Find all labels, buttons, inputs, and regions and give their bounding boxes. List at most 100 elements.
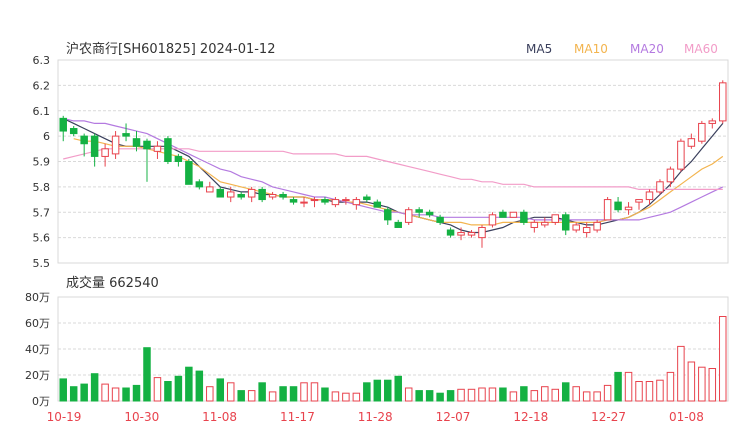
- volume-bar: [143, 347, 151, 402]
- volume-bar: [645, 381, 654, 402]
- chart-title: 沪农商行[SH601825] 2024-01-12: [66, 41, 275, 57]
- volume-bar: [530, 390, 539, 402]
- volume-bar: [289, 386, 298, 402]
- volume-tick-label: 0万: [32, 395, 50, 408]
- candle: [101, 143, 109, 167]
- candle: [467, 230, 476, 238]
- candle: [111, 131, 120, 159]
- ma-line-ma5: [62, 117, 724, 234]
- candle: [237, 191, 245, 200]
- candle: [593, 219, 601, 233]
- candle-body: [373, 201, 382, 208]
- volume-bar: [132, 384, 141, 402]
- candle: [206, 181, 214, 193]
- candle-body: [352, 199, 361, 206]
- candle: [122, 123, 130, 142]
- candle-body: [719, 82, 727, 122]
- volume-bar: [582, 391, 591, 402]
- candle-body: [415, 209, 423, 213]
- candle-body: [101, 148, 109, 157]
- volume-tick-label: 80万: [25, 291, 50, 304]
- candle: [185, 158, 193, 185]
- volume-bar: [656, 379, 664, 402]
- candle-body: [666, 168, 675, 183]
- volume-bar: [321, 387, 329, 402]
- candle-body: [698, 122, 706, 142]
- price-tick-label: 5.8: [33, 181, 51, 194]
- candle: [258, 186, 266, 203]
- x-tick-label: 10-19: [47, 410, 82, 424]
- candle-body: [237, 193, 245, 198]
- volume-bar: [457, 388, 465, 402]
- candle-body: [153, 145, 162, 152]
- volume-frame: [57, 296, 729, 402]
- candle-body: [206, 186, 214, 193]
- volume-y-axis: 80万 60万 40万 20万 0万: [25, 291, 50, 408]
- volume-title: 成交量 662540: [66, 275, 159, 291]
- candle: [69, 125, 78, 137]
- price-tick-label: 5.6: [33, 232, 51, 245]
- x-tick-label: 12-07: [436, 410, 471, 424]
- volume-bar: [69, 386, 78, 402]
- volume-bar: [551, 388, 560, 402]
- volume-tick-label: 60万: [25, 317, 50, 330]
- candle-body: [90, 135, 99, 157]
- candle: [635, 199, 643, 210]
- volume-bar: [153, 377, 162, 402]
- volume-bar: [59, 378, 67, 402]
- volume-bar: [384, 379, 392, 402]
- volume-bar: [237, 390, 245, 402]
- volume-bar: [373, 379, 382, 402]
- candle: [603, 197, 612, 221]
- volume-bar: [122, 387, 130, 402]
- candle: [247, 186, 256, 203]
- x-axis: 10-19 10-30 11-08 11-17 11-28 12-07 12-18 12-27…: [47, 410, 704, 424]
- price-y-axis: 6.3 6.2 6.1 6 5.9 5.8 5.7 5.6 5.5: [33, 54, 51, 270]
- volume-bar: [561, 382, 570, 402]
- volume-bar: [80, 383, 88, 402]
- volume-tick-label: 40万: [25, 343, 50, 356]
- legend-ma5: MA5: [526, 42, 552, 56]
- volume-bar: [541, 386, 549, 402]
- legend: MA5 MA10 MA20 MA60: [526, 42, 718, 56]
- legend-ma10: MA10: [574, 42, 608, 56]
- volume-bar: [300, 382, 308, 402]
- candle-body: [541, 221, 549, 226]
- candle-body: [645, 191, 654, 201]
- candle-body: [488, 214, 497, 226]
- volume-bar: [446, 390, 455, 402]
- candle: [321, 197, 329, 205]
- x-tick-label: 11-17: [280, 410, 315, 424]
- candle-body: [310, 199, 319, 202]
- candle-body: [247, 188, 256, 198]
- volume-bar: [499, 387, 507, 402]
- candle-body: [342, 199, 350, 202]
- volume-bar: [258, 382, 266, 402]
- candle: [174, 153, 183, 167]
- candle-body: [258, 188, 266, 201]
- volume-bar: [572, 386, 580, 402]
- candle: [384, 207, 392, 225]
- candle-body: [132, 138, 141, 147]
- candle-body: [363, 196, 371, 201]
- volume-bar: [174, 375, 183, 402]
- moving-average-lines: [62, 117, 724, 234]
- candle: [708, 118, 717, 129]
- volume-bars: [59, 316, 727, 402]
- candle: [666, 166, 675, 187]
- candle: [698, 120, 706, 144]
- candle-body: [509, 211, 518, 218]
- volume-bar: [310, 382, 319, 402]
- volume-bar: [614, 371, 622, 402]
- candle: [436, 214, 444, 225]
- volume-bar: [677, 345, 685, 402]
- x-tick-label: 12-27: [591, 410, 626, 424]
- candle: [373, 199, 382, 208]
- candle-body: [174, 155, 183, 163]
- candle-body: [404, 209, 413, 223]
- volume-bar: [719, 316, 727, 402]
- candle-body: [331, 199, 340, 206]
- volume-bar: [185, 366, 193, 402]
- candle: [530, 219, 539, 233]
- candle-body: [635, 199, 643, 203]
